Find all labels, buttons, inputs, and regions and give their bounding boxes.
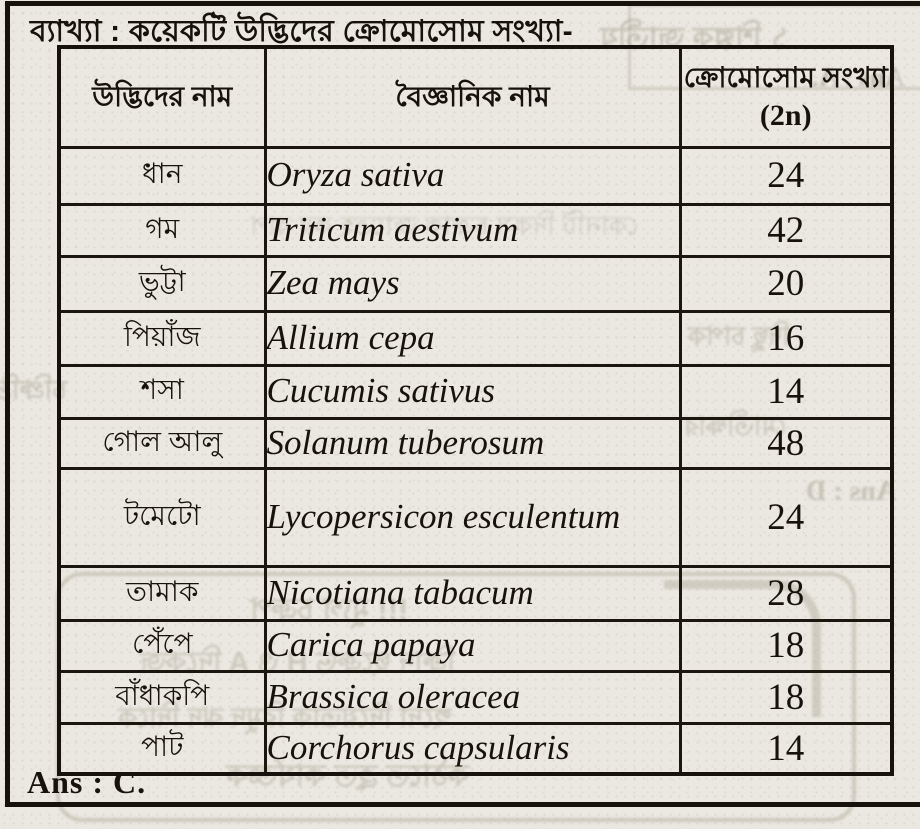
table-row: গোল আলু Solanum tuberosum 48 [57,416,894,470]
column-header-scientific-name: বৈজ্ঞানিক নাম [263,45,682,149]
chromosome-count-cell: 48 [678,416,894,470]
table-row: শসা Cucumis sativus 14 [57,363,894,420]
table-row: পেঁপে Carica papaya 18 [57,618,894,673]
table-row: বাঁধাকপি Brassica oleracea 18 [57,669,894,725]
plant-name-cell: ভুট্টা [57,254,267,313]
scientific-name-cell: Oryza sativa [263,145,682,206]
scientific-name-cell: Nicotiana tabacum [263,564,682,622]
column-header-2n-suffix: (2n) [759,98,812,132]
scientific-name-cell: Zea mays [263,254,682,313]
chromosome-count-cell: 14 [678,721,894,775]
plant-name-cell: পাট [57,721,267,775]
chromosome-count-cell: 28 [678,564,894,622]
plant-name-cell: বাঁধাকপি [57,669,267,725]
column-header-chromosome-count: ক্রোমোসোম সংখ্যা (2n) [678,45,894,149]
page-title: ব্যাখ্যা : কয়েকটি উদ্ভিদের ক্রোমোসোম সং… [30,15,573,48]
table-row: তামাক Nicotiana tabacum 28 [57,564,894,622]
table-row: গম Triticum aestivum 42 [57,202,894,258]
chromosome-count-cell: 18 [678,618,894,673]
chromosome-count-cell: 24 [678,466,894,568]
column-header-chromosome-label: ক্রোমোসোম সংখ্যা [683,61,888,93]
table-row: ধান Oryza sativa 24 [57,145,894,206]
plant-name-cell: গোল আলু [57,416,267,470]
chromosome-count-cell: 20 [678,254,894,313]
plant-name-cell: শসা [57,363,267,420]
scientific-name-cell: Allium cepa [263,309,682,367]
chromosome-count-cell: 18 [678,669,894,725]
scientific-name-cell: Lycopersicon esculentum [263,466,682,568]
scientific-name-cell: Brassica oleracea [263,669,682,725]
plant-name-cell: গম [57,202,267,258]
plant-name-cell: পেঁপে [57,618,267,673]
table-header-row: উদ্ভিদের নাম বৈজ্ঞানিক নাম ক্রোমোসোম সংখ… [57,45,894,149]
plant-name-cell: পিয়াঁজ [57,309,267,367]
scientific-name-cell: Carica papaya [263,618,682,673]
scientific-name-cell: Solanum tuberosum [263,416,682,470]
chromosome-table: উদ্ভিদের নাম বৈজ্ঞানিক নাম ক্রোমোসোম সংখ… [57,45,894,776]
plant-name-cell: তামাক [57,564,267,622]
plant-name-cell: ধান [57,145,267,206]
table-row: টমেটো Lycopersicon esculentum 24 [57,466,894,568]
chromosome-count-cell: 24 [678,145,894,206]
chromosome-count-cell: 42 [678,202,894,258]
scientific-name-cell: Triticum aestivum [263,202,682,258]
answer-text: Ans : C. [27,764,147,800]
scientific-name-cell: Corchorus capsularis [263,721,682,775]
chromosome-count-cell: 14 [678,363,894,420]
table-row: ভুট্টা Zea mays 20 [57,254,894,313]
table-row: পিয়াঁজ Allium cepa 16 [57,309,894,367]
chromosome-count-cell: 16 [678,309,894,367]
plant-name-cell: টমেটো [57,466,267,568]
column-header-plant-name: উদ্ভিদের নাম [57,45,267,149]
scientific-name-cell: Cucumis sativus [263,363,682,420]
table-row: পাট Corchorus capsularis 14 [57,721,894,775]
